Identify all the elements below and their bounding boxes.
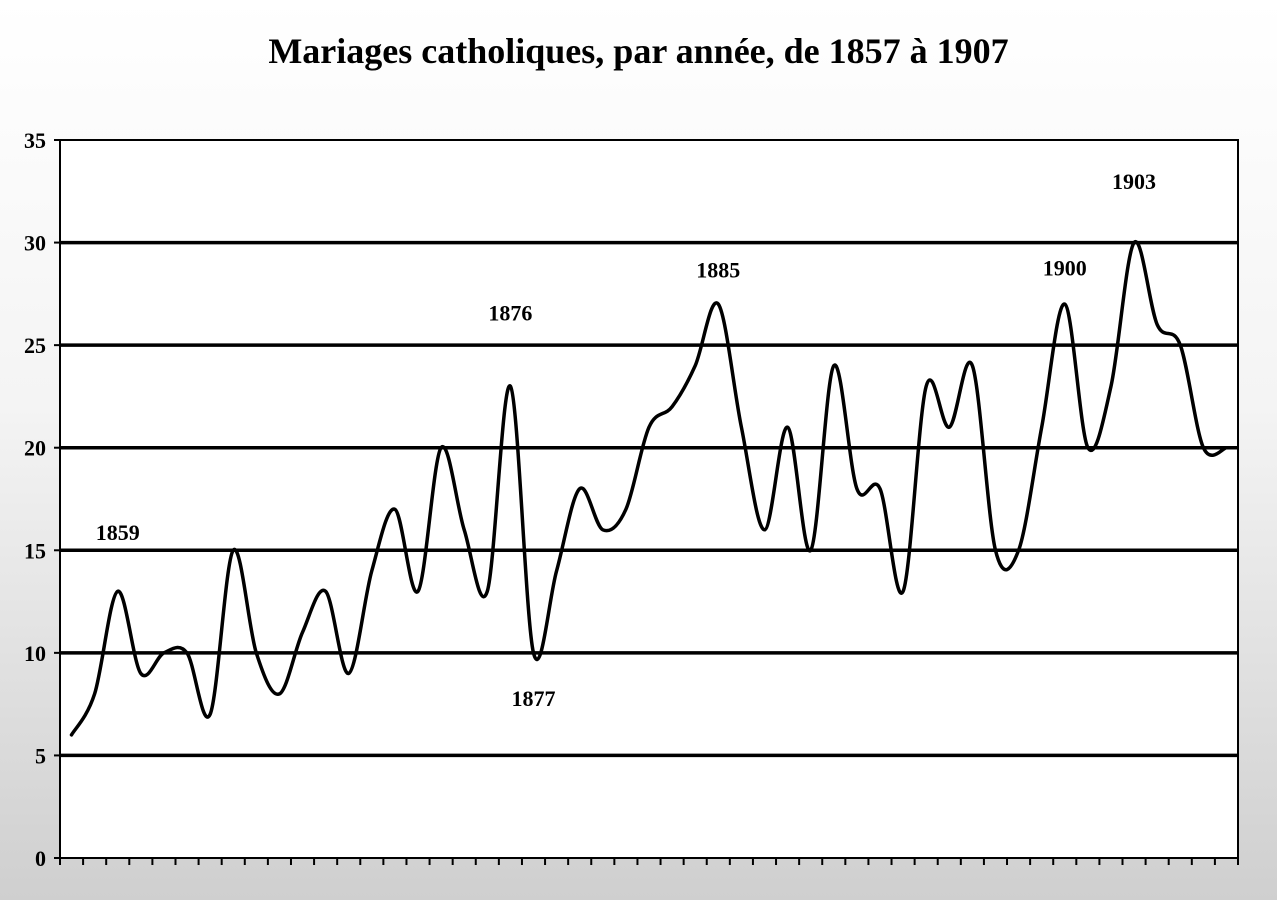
- chart-title: Mariages catholiques, par année, de 1857…: [268, 31, 1009, 71]
- y-tick-label: 20: [24, 436, 46, 461]
- annotations: 1859 1876 1877 1885 1900 1903: [96, 169, 1156, 711]
- y-tick-label: 35: [24, 128, 46, 153]
- y-tick-label: 5: [35, 743, 46, 768]
- series-line: [69, 240, 1229, 737]
- y-tick-label: 10: [24, 641, 46, 666]
- y-tick-label: 30: [24, 231, 46, 256]
- annotation-label: 1885: [696, 257, 740, 282]
- annotation-label: 1859: [96, 520, 140, 545]
- annotation-label: 1900: [1043, 255, 1087, 280]
- x-axis-ticks: [59, 858, 1239, 865]
- y-axis-ticks: 0 5 10 15 20 25 30 35: [24, 128, 60, 871]
- annotation-label: 1876: [488, 301, 532, 326]
- y-tick-label: 25: [24, 333, 46, 358]
- annotation-label: 1877: [512, 686, 556, 711]
- y-tick-label: 0: [35, 846, 46, 871]
- annotation-label: 1903: [1112, 169, 1156, 194]
- y-tick-label: 15: [24, 538, 46, 563]
- plot-area: [59, 139, 1239, 859]
